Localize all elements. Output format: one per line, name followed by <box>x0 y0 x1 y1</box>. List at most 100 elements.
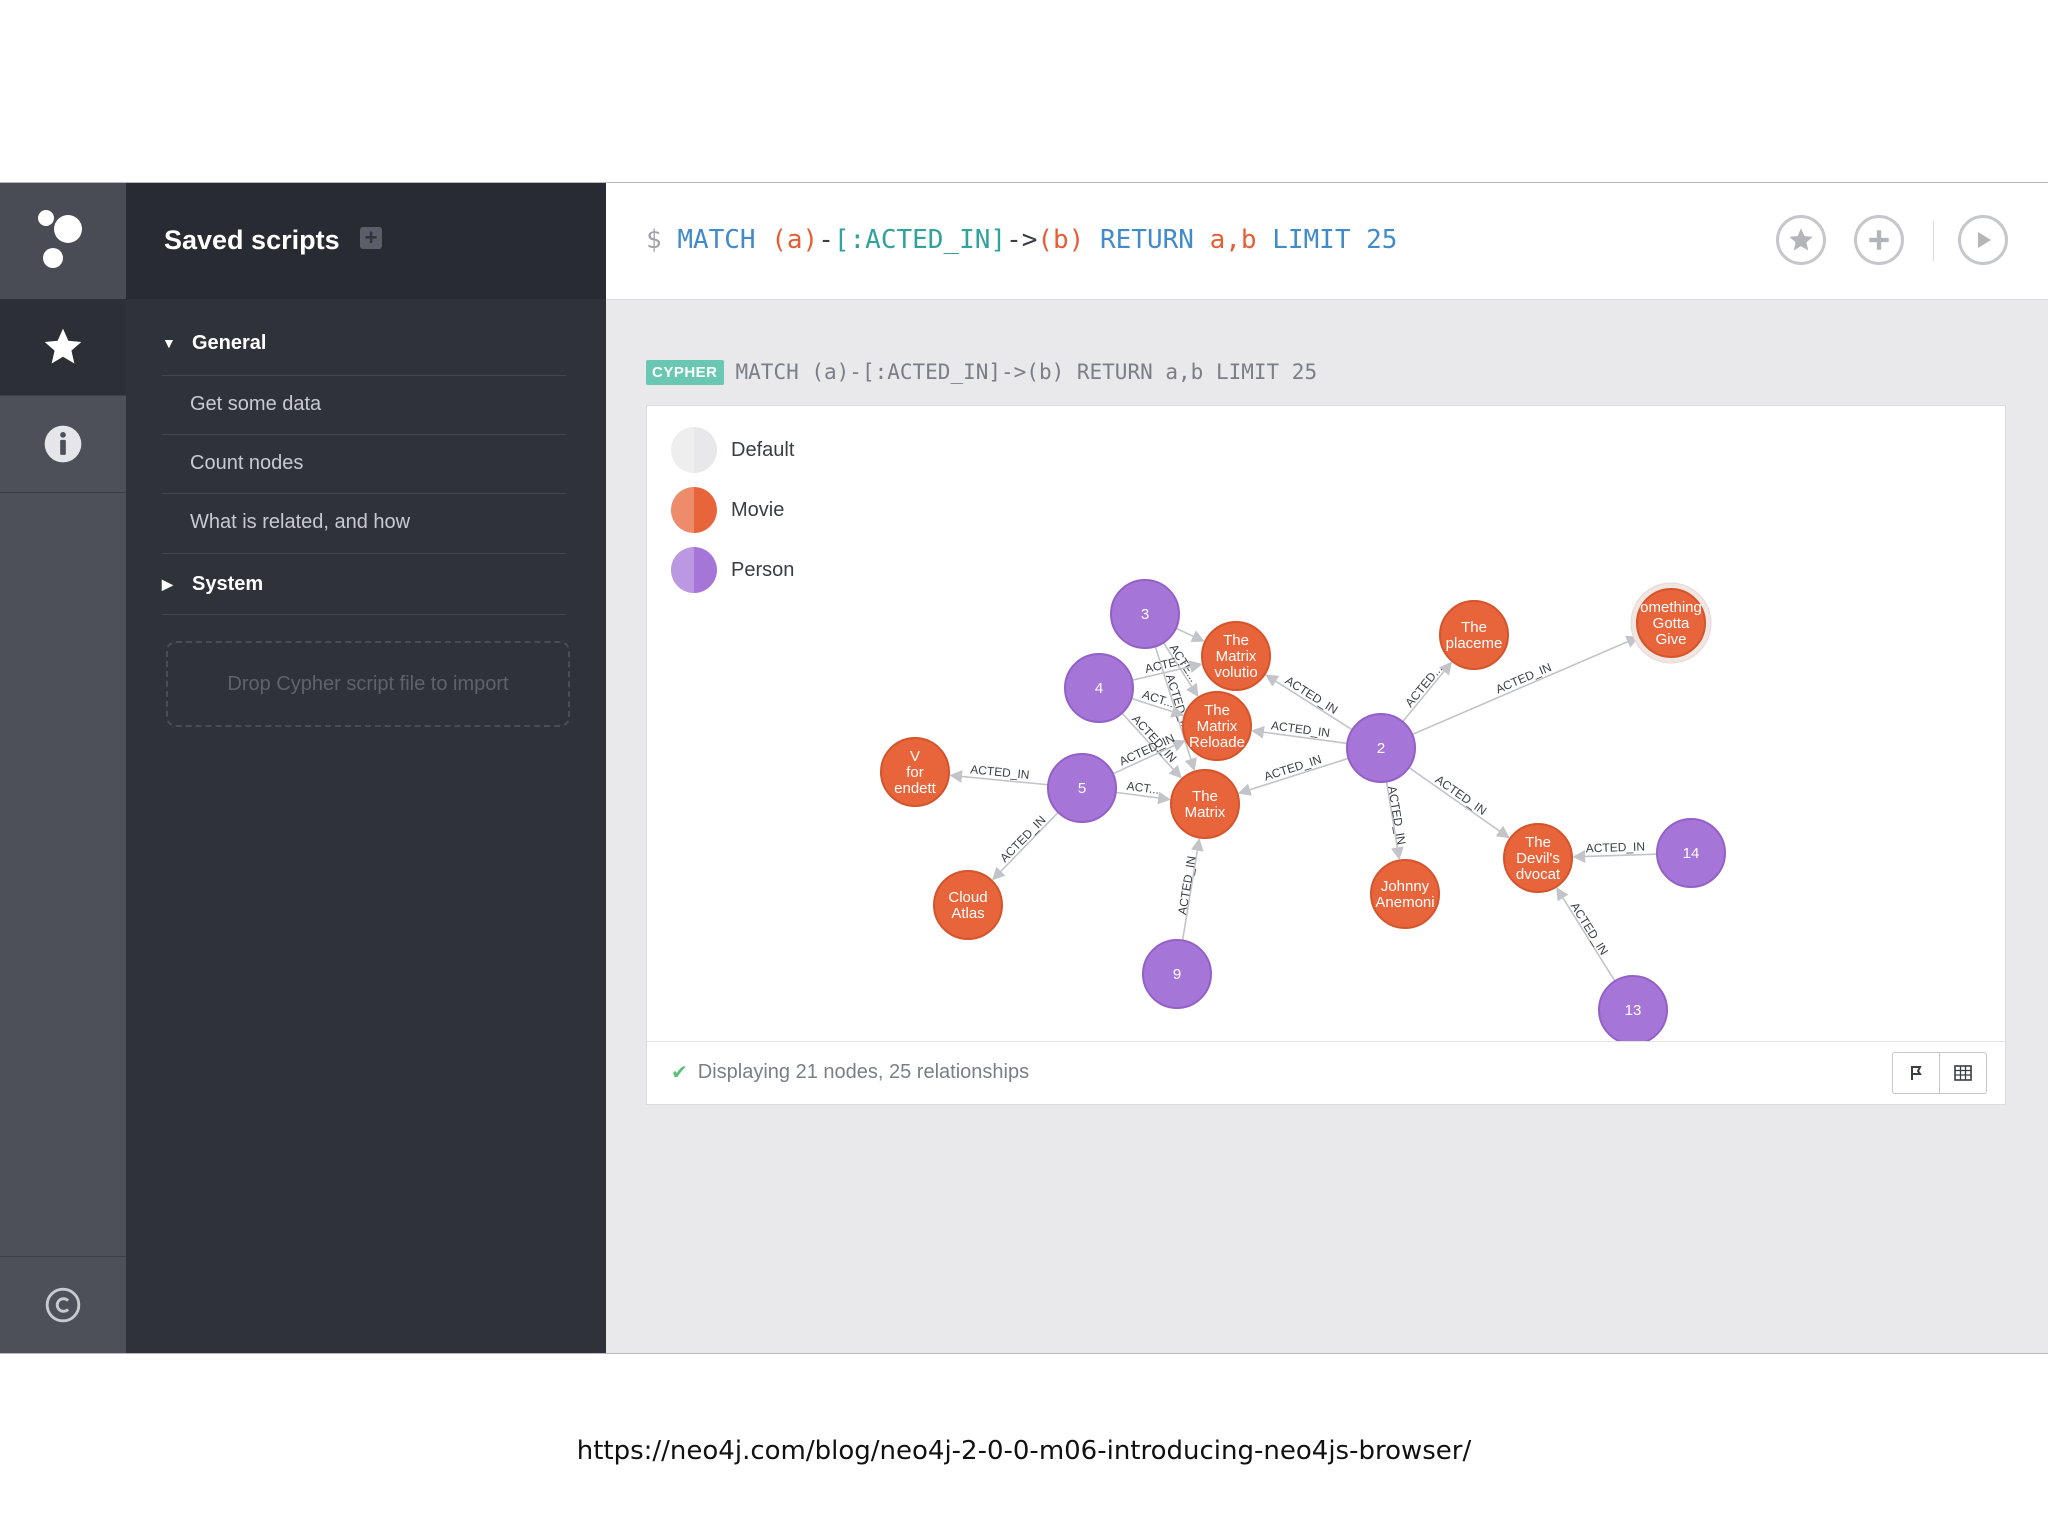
relationship-line[interactable] <box>1115 791 1171 805</box>
graph-node-p3[interactable]: 3 <box>1110 579 1180 649</box>
relationship-line[interactable] <box>1131 660 1203 682</box>
favorites-tab[interactable] <box>0 299 126 396</box>
node-circle[interactable] <box>933 870 1003 940</box>
graph-visualization[interactable]: ACTE...ACTED_INACTE...ACT...ACTED_INACTE… <box>647 406 2005 1042</box>
relationship-p9-m_mat[interactable]: ACTED_IN <box>1175 837 1204 941</box>
script-item[interactable]: Get some data <box>162 375 566 433</box>
relationship-line[interactable] <box>1265 674 1353 731</box>
relationship-p5-m_mat[interactable]: ACT... <box>1115 779 1171 805</box>
node-a: (a) <box>771 225 819 255</box>
legend-label: Default <box>731 438 795 461</box>
relationship-p2-m_repl[interactable]: ACTED... <box>1401 661 1453 723</box>
legend-item-movie[interactable]: Movie <box>671 486 784 534</box>
node-circle[interactable] <box>1170 769 1240 839</box>
drawer-header: Saved scripts + <box>126 183 606 299</box>
relationship-line[interactable] <box>1175 627 1205 643</box>
script-item[interactable]: What is related, and how <box>162 493 566 551</box>
relationship-p2-m_devil[interactable]: ACTED_IN <box>1408 766 1510 839</box>
relationship-p13-m_devil[interactable]: ACTED_IN <box>1556 887 1616 982</box>
relationship-label: ACTED_IN <box>1385 785 1408 846</box>
node-circle[interactable] <box>1439 600 1509 670</box>
query-input[interactable]: $ MATCH (a)-[:ACTED_IN]->(b) RETURN a,b … <box>646 225 1397 255</box>
relationship-line[interactable] <box>1401 661 1453 723</box>
relationship-label: ACTED_IN <box>1585 839 1645 855</box>
folder-general[interactable]: ▼ General <box>162 313 566 373</box>
node-circle[interactable] <box>1142 939 1212 1009</box>
graph-node-p5[interactable]: 5 <box>1047 753 1117 823</box>
relationship-line[interactable] <box>1411 635 1640 736</box>
legend-item-person[interactable]: Person <box>671 546 794 594</box>
relationship-line[interactable] <box>1181 837 1204 941</box>
relationship-label: ACTED_IN <box>1283 673 1341 717</box>
node-caption: Gotta <box>1653 615 1690 632</box>
node-b: (b) <box>1037 225 1085 255</box>
relationship-line[interactable] <box>1131 697 1185 718</box>
relationship-p5-m_cloud[interactable]: ACTED_IN <box>992 811 1059 881</box>
relationship-line[interactable] <box>949 770 1049 786</box>
neo4j-logo-icon[interactable] <box>0 183 126 299</box>
node-caption: 2 <box>1377 740 1385 757</box>
node-circle[interactable] <box>1346 713 1416 783</box>
graph-node-p13[interactable]: 13 <box>1598 975 1668 1042</box>
table-view-button[interactable] <box>1940 1053 1986 1093</box>
relationship-line[interactable] <box>1237 757 1349 796</box>
relationship-line[interactable] <box>1121 712 1182 779</box>
drop-zone[interactable]: Drop Cypher script file to import <box>166 641 570 727</box>
node-circle[interactable] <box>1370 859 1440 929</box>
script-item[interactable]: Count nodes <box>162 434 566 492</box>
node-circle[interactable] <box>1503 823 1573 893</box>
node-caption: Cloud <box>948 889 987 906</box>
relationship-p14-m_devil[interactable]: ACTED_IN <box>1572 839 1658 863</box>
relationship-line[interactable] <box>1408 766 1510 839</box>
about-button[interactable] <box>0 1256 126 1353</box>
node-circle[interactable] <box>1598 975 1668 1042</box>
legend-item-default[interactable]: Default <box>671 426 794 474</box>
node-circle[interactable] <box>1064 653 1134 723</box>
node-circle[interactable] <box>1201 621 1271 691</box>
frame-query-text[interactable]: MATCH (a)-[:ACTED_IN]->(b) RETURN a,b LI… <box>735 360 1318 384</box>
relationship-label: ACTED... <box>1402 662 1445 710</box>
node-caption: 4 <box>1095 680 1103 697</box>
graph-node-p14[interactable]: 14 <box>1656 818 1726 888</box>
relationship-line[interactable] <box>992 811 1059 881</box>
relationship-p2-m_rel[interactable]: ACTED_IN <box>1251 718 1348 745</box>
legend-color-swatch <box>671 487 717 533</box>
result-frame: ACTE... ACTED_IN ACTE... ACT... ACTED_IN ACTE… <box>646 405 2006 1105</box>
node-circle[interactable] <box>1047 753 1117 823</box>
node-circle[interactable] <box>880 737 950 807</box>
info-tab[interactable] <box>0 396 126 493</box>
relationship-line[interactable] <box>1556 887 1616 982</box>
add-script-button[interactable]: + <box>360 227 382 249</box>
node-circle[interactable] <box>1636 588 1706 658</box>
folder-system[interactable]: ▶ System <box>162 553 566 615</box>
node-circle[interactable] <box>1182 691 1252 761</box>
relationship-line[interactable] <box>1572 850 1658 863</box>
new-script-button[interactable] <box>1854 215 1904 265</box>
query-editor[interactable]: $ MATCH (a)-[:ACTED_IN]->(b) RETURN a,b … <box>606 183 2048 300</box>
favorite-button[interactable] <box>1776 215 1826 265</box>
relationship-p2-m_john[interactable]: ACTED_IN <box>1385 781 1408 861</box>
node-circle[interactable] <box>1656 818 1726 888</box>
relationship-p3-m_rev[interactable] <box>1175 627 1205 643</box>
graph-node-p4[interactable]: 4 <box>1064 653 1134 723</box>
graph-view-button[interactable] <box>1893 1053 1940 1093</box>
relationship-p2-m_mat[interactable]: ACTED_IN <box>1237 752 1349 796</box>
relationship-line[interactable] <box>1385 781 1404 861</box>
graph-node-p2[interactable]: 2 <box>1346 713 1416 783</box>
graph-node-p9[interactable]: 9 <box>1142 939 1212 1009</box>
relationship-line[interactable] <box>1112 739 1186 775</box>
node-circle[interactable] <box>1110 579 1180 649</box>
relationship-p5-m_v[interactable]: ACTED_IN <box>949 762 1049 786</box>
kw-return: RETURN <box>1100 225 1194 255</box>
run-button[interactable] <box>1958 215 2008 265</box>
relationship-line[interactable] <box>1251 725 1348 745</box>
